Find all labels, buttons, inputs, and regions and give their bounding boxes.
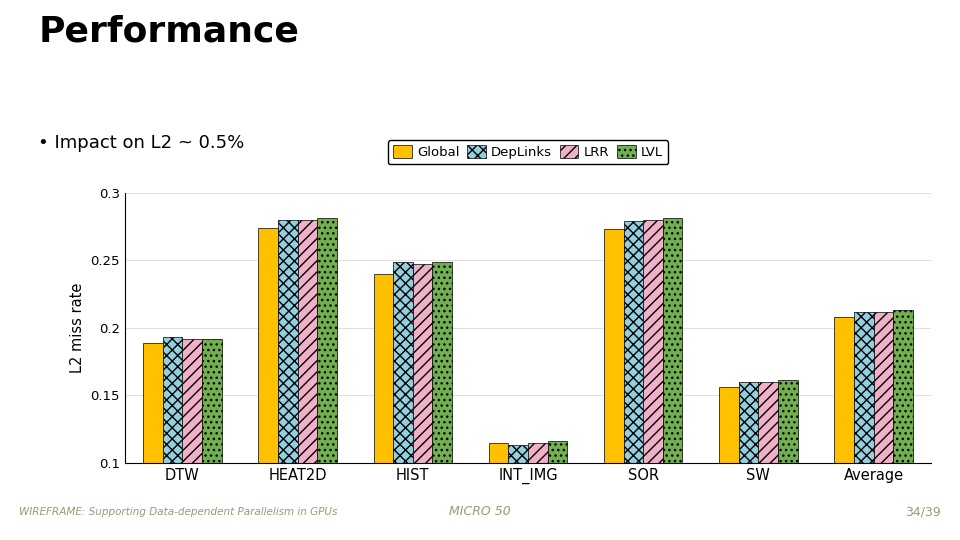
Text: • Impact on L2 ~ 0.5%: • Impact on L2 ~ 0.5% (38, 134, 245, 152)
Text: MICRO 50: MICRO 50 (449, 505, 511, 518)
Bar (182, 339, 202, 540)
Y-axis label: L2 miss rate: L2 miss rate (70, 282, 84, 373)
Bar (662, 218, 683, 540)
Bar (394, 261, 413, 540)
Text: 34/39: 34/39 (905, 505, 941, 518)
Text: WIREFRAME: Supporting Data-dependent Parallelism in GPUs: WIREFRAME: Supporting Data-dependent Par… (19, 507, 338, 517)
Bar (834, 317, 854, 540)
Bar (373, 274, 394, 540)
Bar (163, 337, 182, 540)
Bar (893, 310, 913, 540)
Bar (432, 261, 452, 540)
Bar (143, 342, 163, 540)
Bar (739, 382, 758, 540)
Bar (643, 220, 662, 540)
Bar (719, 387, 739, 540)
Bar (317, 218, 337, 540)
Bar (258, 228, 278, 540)
Bar (624, 221, 643, 540)
Bar (413, 265, 432, 540)
Bar (854, 312, 874, 540)
Bar (547, 441, 567, 540)
Bar (278, 220, 298, 540)
Bar (202, 339, 222, 540)
Bar (758, 382, 778, 540)
Bar (509, 445, 528, 540)
Text: Performance: Performance (38, 15, 300, 49)
Bar (604, 229, 624, 540)
Bar (528, 443, 547, 540)
Legend: Global, DepLinks, LRR, LVL: Global, DepLinks, LRR, LVL (388, 140, 668, 164)
Bar (778, 380, 798, 540)
Bar (874, 312, 893, 540)
Bar (298, 220, 317, 540)
Bar (489, 443, 509, 540)
